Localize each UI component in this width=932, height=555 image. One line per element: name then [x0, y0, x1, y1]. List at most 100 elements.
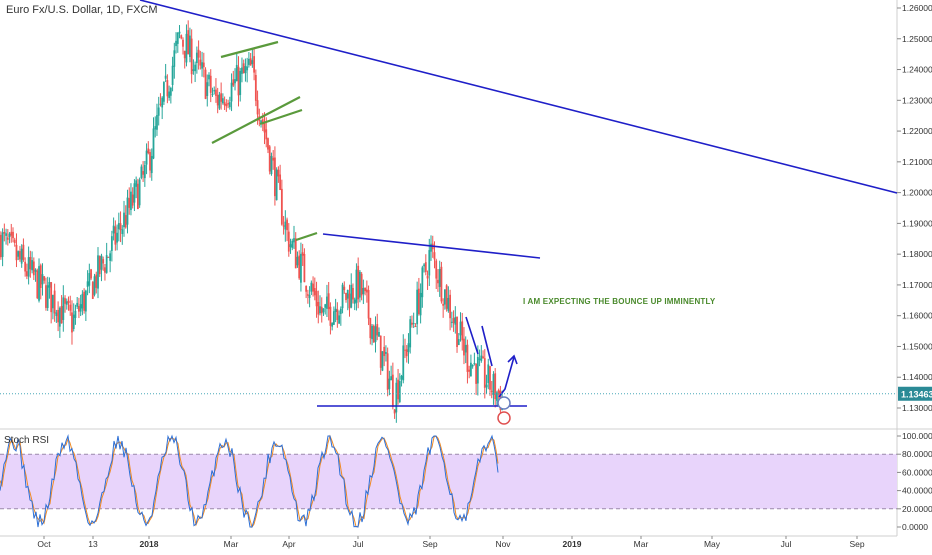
- candle: [332, 306, 335, 325]
- candle-body: [60, 306, 63, 324]
- candle-body: [475, 363, 478, 384]
- candle: [397, 368, 399, 405]
- candle-body: [244, 66, 247, 74]
- time-tick-label: Jul: [353, 539, 364, 549]
- candle: [83, 288, 86, 314]
- candle: [372, 324, 375, 343]
- candle-body: [136, 183, 139, 209]
- candle: [169, 86, 172, 104]
- time-tick-label: 2018: [140, 539, 159, 549]
- candle-body: [95, 274, 98, 288]
- candle-body: [261, 119, 264, 125]
- candle: [143, 160, 146, 187]
- candle: [383, 336, 386, 367]
- candle: [163, 81, 165, 105]
- candle-body: [183, 50, 186, 59]
- candle-body: [6, 237, 9, 240]
- candle-body: [199, 59, 202, 66]
- candle: [350, 273, 353, 309]
- candle: [208, 72, 210, 87]
- candle-body: [39, 265, 42, 288]
- candle: [216, 87, 219, 114]
- candle-body: [105, 255, 108, 273]
- candle: [17, 250, 20, 261]
- candle: [249, 52, 252, 66]
- candle: [471, 364, 474, 369]
- time-tick-label: Mar: [224, 539, 239, 549]
- candle-body: [98, 256, 101, 275]
- candle: [60, 295, 63, 324]
- candle-body: [239, 70, 242, 95]
- candle-body: [298, 255, 301, 279]
- candle: [483, 349, 486, 399]
- candle-body: [225, 104, 228, 107]
- candle-body: [362, 287, 365, 295]
- candle: [442, 298, 445, 318]
- candle-body: [93, 276, 96, 295]
- time-tick-label: 13: [88, 539, 98, 549]
- candle-body: [215, 89, 217, 96]
- candle-body: [143, 165, 146, 179]
- candle: [81, 290, 84, 316]
- candle-body: [320, 306, 323, 314]
- candle: [201, 51, 203, 77]
- candle: [221, 93, 224, 105]
- candle: [407, 333, 410, 364]
- candle-body: [385, 352, 387, 354]
- candle-body: [352, 287, 354, 300]
- rsi-tick-label: 100.0000: [902, 431, 932, 441]
- candle-body: [327, 293, 330, 310]
- candle-body: [69, 304, 72, 311]
- candle: [3, 223, 6, 242]
- price-tick-label: 1.16000: [902, 311, 932, 321]
- candle-body: [182, 39, 184, 47]
- candle: [242, 59, 245, 74]
- green-trendline: [259, 108, 303, 126]
- candle-body: [209, 75, 212, 93]
- candle: [445, 284, 448, 312]
- candle-body: [317, 301, 320, 315]
- rsi-tick-label: 0.0000: [902, 522, 928, 532]
- candle-body: [346, 289, 349, 299]
- candle-body: [277, 169, 280, 177]
- candle: [378, 327, 380, 337]
- candle: [1, 228, 4, 267]
- candle-body: [15, 244, 18, 261]
- candle-body: [393, 409, 396, 414]
- candle-body: [359, 271, 361, 298]
- candle-body: [374, 326, 377, 342]
- candle-body: [195, 52, 198, 64]
- candle: [402, 334, 405, 384]
- candle-body: [343, 286, 346, 291]
- candle: [277, 166, 280, 183]
- candle-body: [443, 289, 446, 305]
- candle: [270, 152, 273, 176]
- candle-body: [437, 279, 439, 284]
- candle: [52, 294, 54, 320]
- candle-body: [470, 362, 472, 377]
- candle-body: [237, 66, 240, 96]
- candle: [209, 69, 212, 103]
- candle: [289, 238, 292, 254]
- candle: [457, 333, 460, 346]
- candle: [450, 311, 453, 328]
- candle-body: [331, 323, 334, 327]
- candle-body: [86, 281, 89, 287]
- candle: [303, 248, 306, 283]
- candle: [142, 161, 144, 182]
- candle-body: [114, 226, 117, 245]
- candle-body: [67, 300, 70, 304]
- candle: [492, 371, 495, 405]
- candle: [114, 220, 117, 251]
- candle-body: [187, 30, 190, 55]
- candle: [301, 243, 304, 266]
- candle: [329, 302, 332, 335]
- candle-body: [293, 238, 295, 243]
- candle: [417, 277, 420, 316]
- candle: [192, 59, 195, 75]
- candle-body: [435, 260, 438, 279]
- candle-body: [130, 191, 132, 210]
- candle: [20, 244, 23, 268]
